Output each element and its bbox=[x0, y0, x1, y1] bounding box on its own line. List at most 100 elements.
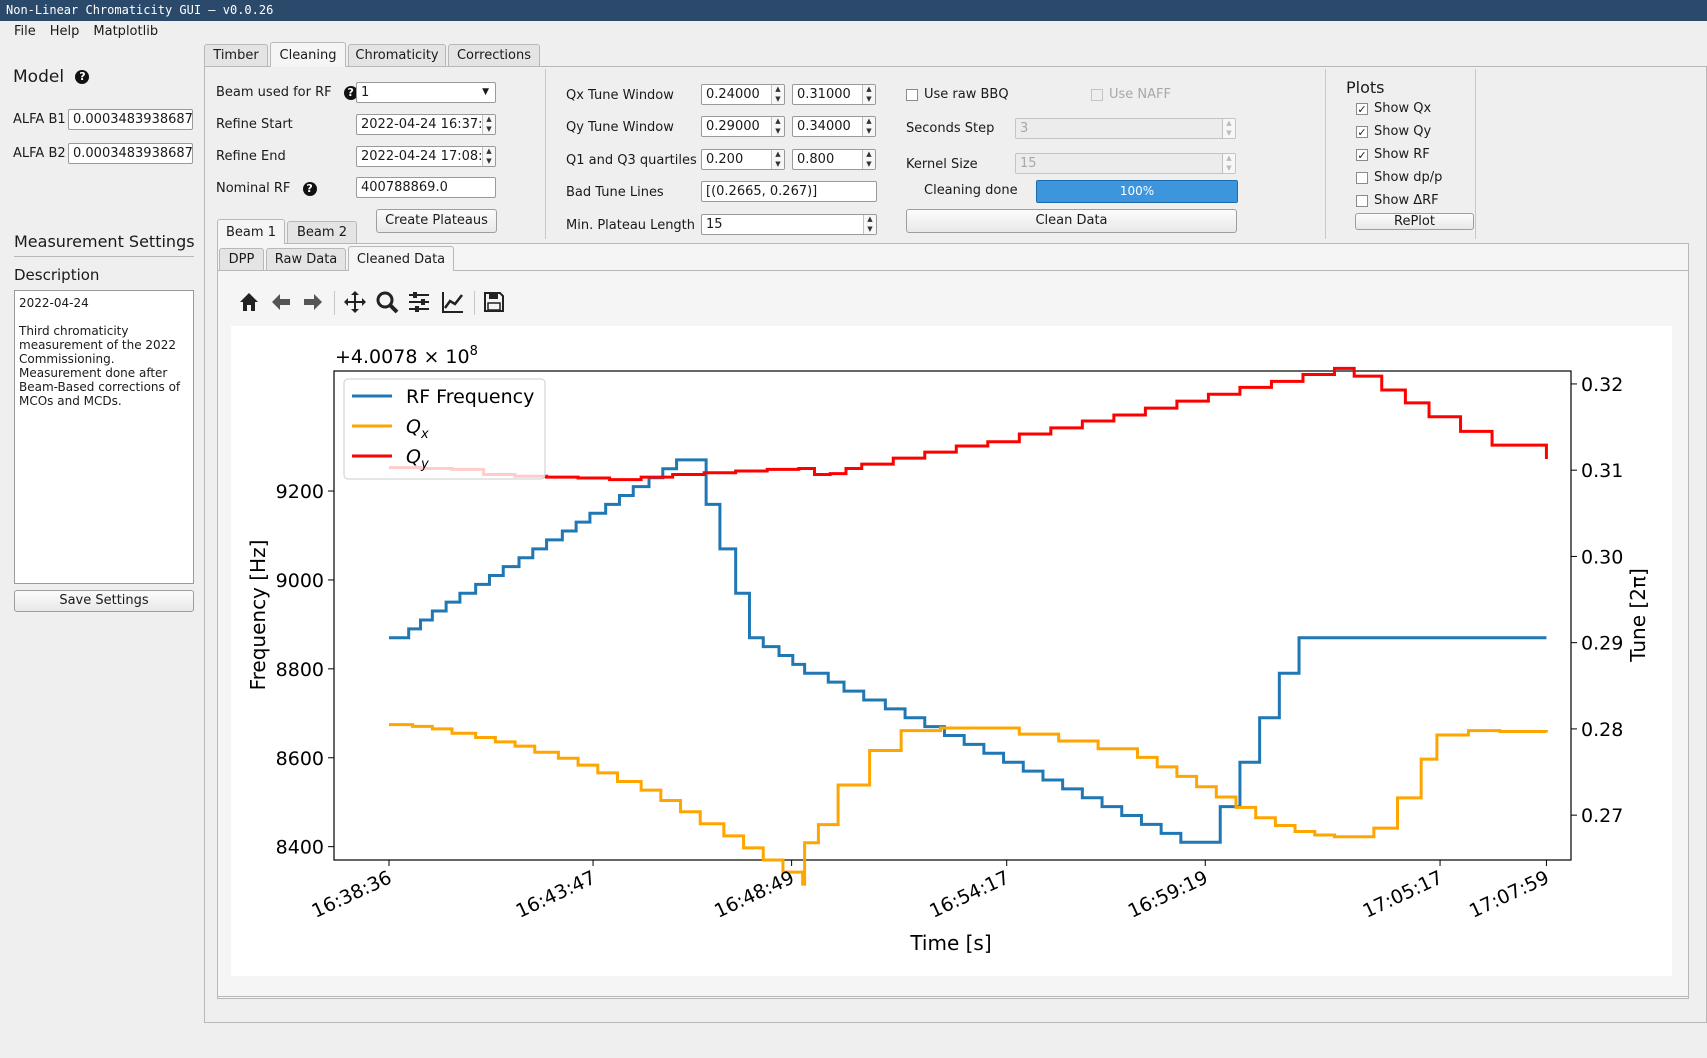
qy-window-max-value: 0.34000 bbox=[797, 119, 851, 134]
divider bbox=[14, 256, 194, 257]
spin-arrows-icon[interactable]: ▲ ▼ bbox=[862, 117, 875, 136]
alfa-b1-input[interactable]: 0.0003483938687 bbox=[68, 109, 193, 130]
refine-end-value: 2022-04-24 17:08:0 bbox=[361, 149, 491, 164]
bad-tune-lines-label: Bad Tune Lines bbox=[566, 185, 664, 200]
bad-tune-lines-input[interactable]: [(0.2665, 0.267)] bbox=[701, 181, 877, 202]
cleaning-progress-bar: 100% bbox=[1036, 180, 1238, 203]
tab-cleaned-data[interactable]: Cleaned Data bbox=[348, 246, 454, 271]
qx-window-max-input[interactable]: 0.31000 ▲ ▼ bbox=[792, 84, 876, 105]
alfa-b2-input[interactable]: 0.0003483938687 bbox=[68, 143, 193, 164]
qx-window-max-value: 0.31000 bbox=[797, 87, 851, 102]
qy-window-min-value: 0.29000 bbox=[706, 119, 760, 134]
show-qx-label: Show Qx bbox=[1374, 101, 1432, 116]
spin-arrows-icon[interactable]: ▲ ▼ bbox=[1222, 119, 1235, 138]
zoom-icon[interactable] bbox=[374, 289, 400, 315]
menu-bar: File Help Matplotlib bbox=[0, 21, 1707, 43]
min-plateau-label: Min. Plateau Length bbox=[566, 218, 696, 233]
help-icon[interactable]: ? bbox=[75, 70, 90, 84]
kernel-size-label: Kernel Size bbox=[906, 157, 978, 172]
home-icon[interactable] bbox=[236, 289, 262, 315]
spin-arrows-icon[interactable]: ▲ ▼ bbox=[862, 150, 875, 169]
save-icon[interactable] bbox=[481, 289, 507, 315]
separator bbox=[1325, 69, 1326, 239]
nominal-rf-label-text: Nominal RF bbox=[216, 181, 291, 196]
checkbox-checked-icon[interactable]: ✓ bbox=[1356, 102, 1368, 116]
tab-chromaticity[interactable]: Chromaticity bbox=[348, 44, 446, 66]
spin-arrows-icon[interactable]: ▲ ▼ bbox=[1222, 154, 1235, 173]
tab-dpp[interactable]: DPP bbox=[219, 248, 264, 270]
replot-button[interactable]: RePlot bbox=[1355, 213, 1474, 230]
menu-help[interactable]: Help bbox=[49, 24, 80, 39]
spin-arrows-icon[interactable]: ▲ ▼ bbox=[482, 115, 495, 134]
plots-title: Plots bbox=[1346, 78, 1385, 97]
spin-arrows-icon[interactable]: ▲ ▼ bbox=[482, 147, 495, 166]
tab-timber[interactable]: Timber bbox=[204, 44, 268, 66]
spin-arrows-icon[interactable]: ▲ ▼ bbox=[771, 85, 784, 104]
edit-curves-icon[interactable] bbox=[440, 289, 466, 315]
tab-raw-data[interactable]: Raw Data bbox=[266, 248, 346, 270]
separator bbox=[334, 291, 335, 315]
pan-icon[interactable] bbox=[342, 289, 368, 315]
configure-icon[interactable] bbox=[406, 289, 432, 315]
show-drf-checkbox[interactable]: Show ΔRF bbox=[1356, 193, 1439, 208]
progress-text: 100% bbox=[1119, 184, 1155, 198]
use-naff-checkbox[interactable]: Use NAFF bbox=[1091, 87, 1171, 102]
show-rf-checkbox[interactable]: ✓ Show RF bbox=[1356, 147, 1430, 162]
use-raw-bbq-checkbox[interactable]: Use raw BBQ bbox=[906, 87, 1009, 102]
checkbox-icon[interactable] bbox=[1091, 88, 1103, 101]
tab-corrections[interactable]: Corrections bbox=[448, 44, 540, 66]
kernel-size-value: 15 bbox=[1020, 156, 1037, 171]
checkbox-icon[interactable] bbox=[906, 88, 918, 101]
spin-arrows-icon[interactable]: ▲ ▼ bbox=[863, 215, 876, 234]
spin-arrows-icon[interactable]: ▲ ▼ bbox=[771, 150, 784, 169]
help-icon[interactable]: ? bbox=[343, 85, 358, 100]
checkbox-checked-icon[interactable]: ✓ bbox=[1356, 125, 1368, 139]
q3-input[interactable]: 0.800 ▲ ▼ bbox=[792, 149, 876, 170]
refine-start-value: 2022-04-24 16:37:3 bbox=[361, 117, 491, 132]
forward-icon[interactable] bbox=[300, 289, 326, 315]
tab-beam-2[interactable]: Beam 2 bbox=[287, 221, 357, 243]
description-textarea[interactable]: 2022-04-24 Third chromaticity measuremen… bbox=[14, 290, 194, 584]
spin-arrows-icon[interactable]: ▲ ▼ bbox=[771, 117, 784, 136]
tab-beam-1[interactable]: Beam 1 bbox=[217, 219, 285, 244]
checkbox-icon[interactable] bbox=[1356, 194, 1368, 207]
refine-end-input[interactable]: 2022-04-24 17:08:0 ▲ ▼ bbox=[356, 146, 496, 167]
create-plateaus-button[interactable]: Create Plateaus bbox=[376, 209, 497, 233]
refine-start-label: Refine Start bbox=[216, 117, 293, 132]
q1-value: 0.200 bbox=[706, 152, 744, 167]
help-icon[interactable]: ? bbox=[302, 181, 317, 196]
show-dpp-checkbox[interactable]: Show dp/p bbox=[1356, 170, 1442, 185]
refine-start-input[interactable]: 2022-04-24 16:37:3 ▲ ▼ bbox=[356, 114, 496, 135]
qx-window-min-input[interactable]: 0.24000 ▲ ▼ bbox=[701, 84, 785, 105]
show-qy-checkbox[interactable]: ✓ Show Qy bbox=[1356, 124, 1431, 139]
qy-window-max-input[interactable]: 0.34000 ▲ ▼ bbox=[792, 116, 876, 137]
clean-data-button[interactable]: Clean Data bbox=[906, 209, 1237, 233]
spin-arrows-icon[interactable]: ▲ ▼ bbox=[862, 85, 875, 104]
kernel-size-input[interactable]: 15 ▲ ▼ bbox=[1015, 153, 1236, 174]
menu-matplotlib[interactable]: Matplotlib bbox=[93, 24, 159, 39]
description-label: Description bbox=[14, 266, 100, 284]
show-dpp-label: Show dp/p bbox=[1374, 170, 1443, 185]
model-title: Model ? bbox=[13, 67, 90, 87]
separator bbox=[545, 69, 546, 239]
back-icon[interactable] bbox=[268, 289, 294, 315]
alfa-b1-label: ALFA B1 bbox=[13, 112, 66, 127]
beam-rf-label-text: Beam used for RF bbox=[216, 85, 332, 100]
min-plateau-input[interactable]: 15 ▲ ▼ bbox=[701, 214, 877, 235]
beam-rf-select[interactable]: 1 ▼ bbox=[356, 82, 496, 103]
q1-input[interactable]: 0.200 ▲ ▼ bbox=[701, 149, 785, 170]
qy-window-min-input[interactable]: 0.29000 ▲ ▼ bbox=[701, 116, 785, 137]
cleaning-done-label: Cleaning done bbox=[924, 183, 1018, 198]
tab-cleaning[interactable]: Cleaning bbox=[270, 42, 346, 67]
nominal-rf-input[interactable]: 400788869.0 bbox=[356, 177, 496, 198]
checkbox-checked-icon[interactable]: ✓ bbox=[1356, 148, 1368, 162]
menu-file[interactable]: File bbox=[14, 24, 36, 39]
checkbox-icon[interactable] bbox=[1356, 171, 1368, 184]
model-title-text: Model bbox=[13, 67, 65, 87]
show-qx-checkbox[interactable]: ✓ Show Qx bbox=[1356, 101, 1431, 116]
separator bbox=[1475, 69, 1476, 239]
description-date: 2022-04-24 bbox=[19, 296, 89, 310]
seconds-step-input[interactable]: 3 ▲ ▼ bbox=[1015, 118, 1236, 139]
seconds-step-label: Seconds Step bbox=[906, 121, 995, 136]
save-settings-button[interactable]: Save Settings bbox=[14, 590, 194, 612]
